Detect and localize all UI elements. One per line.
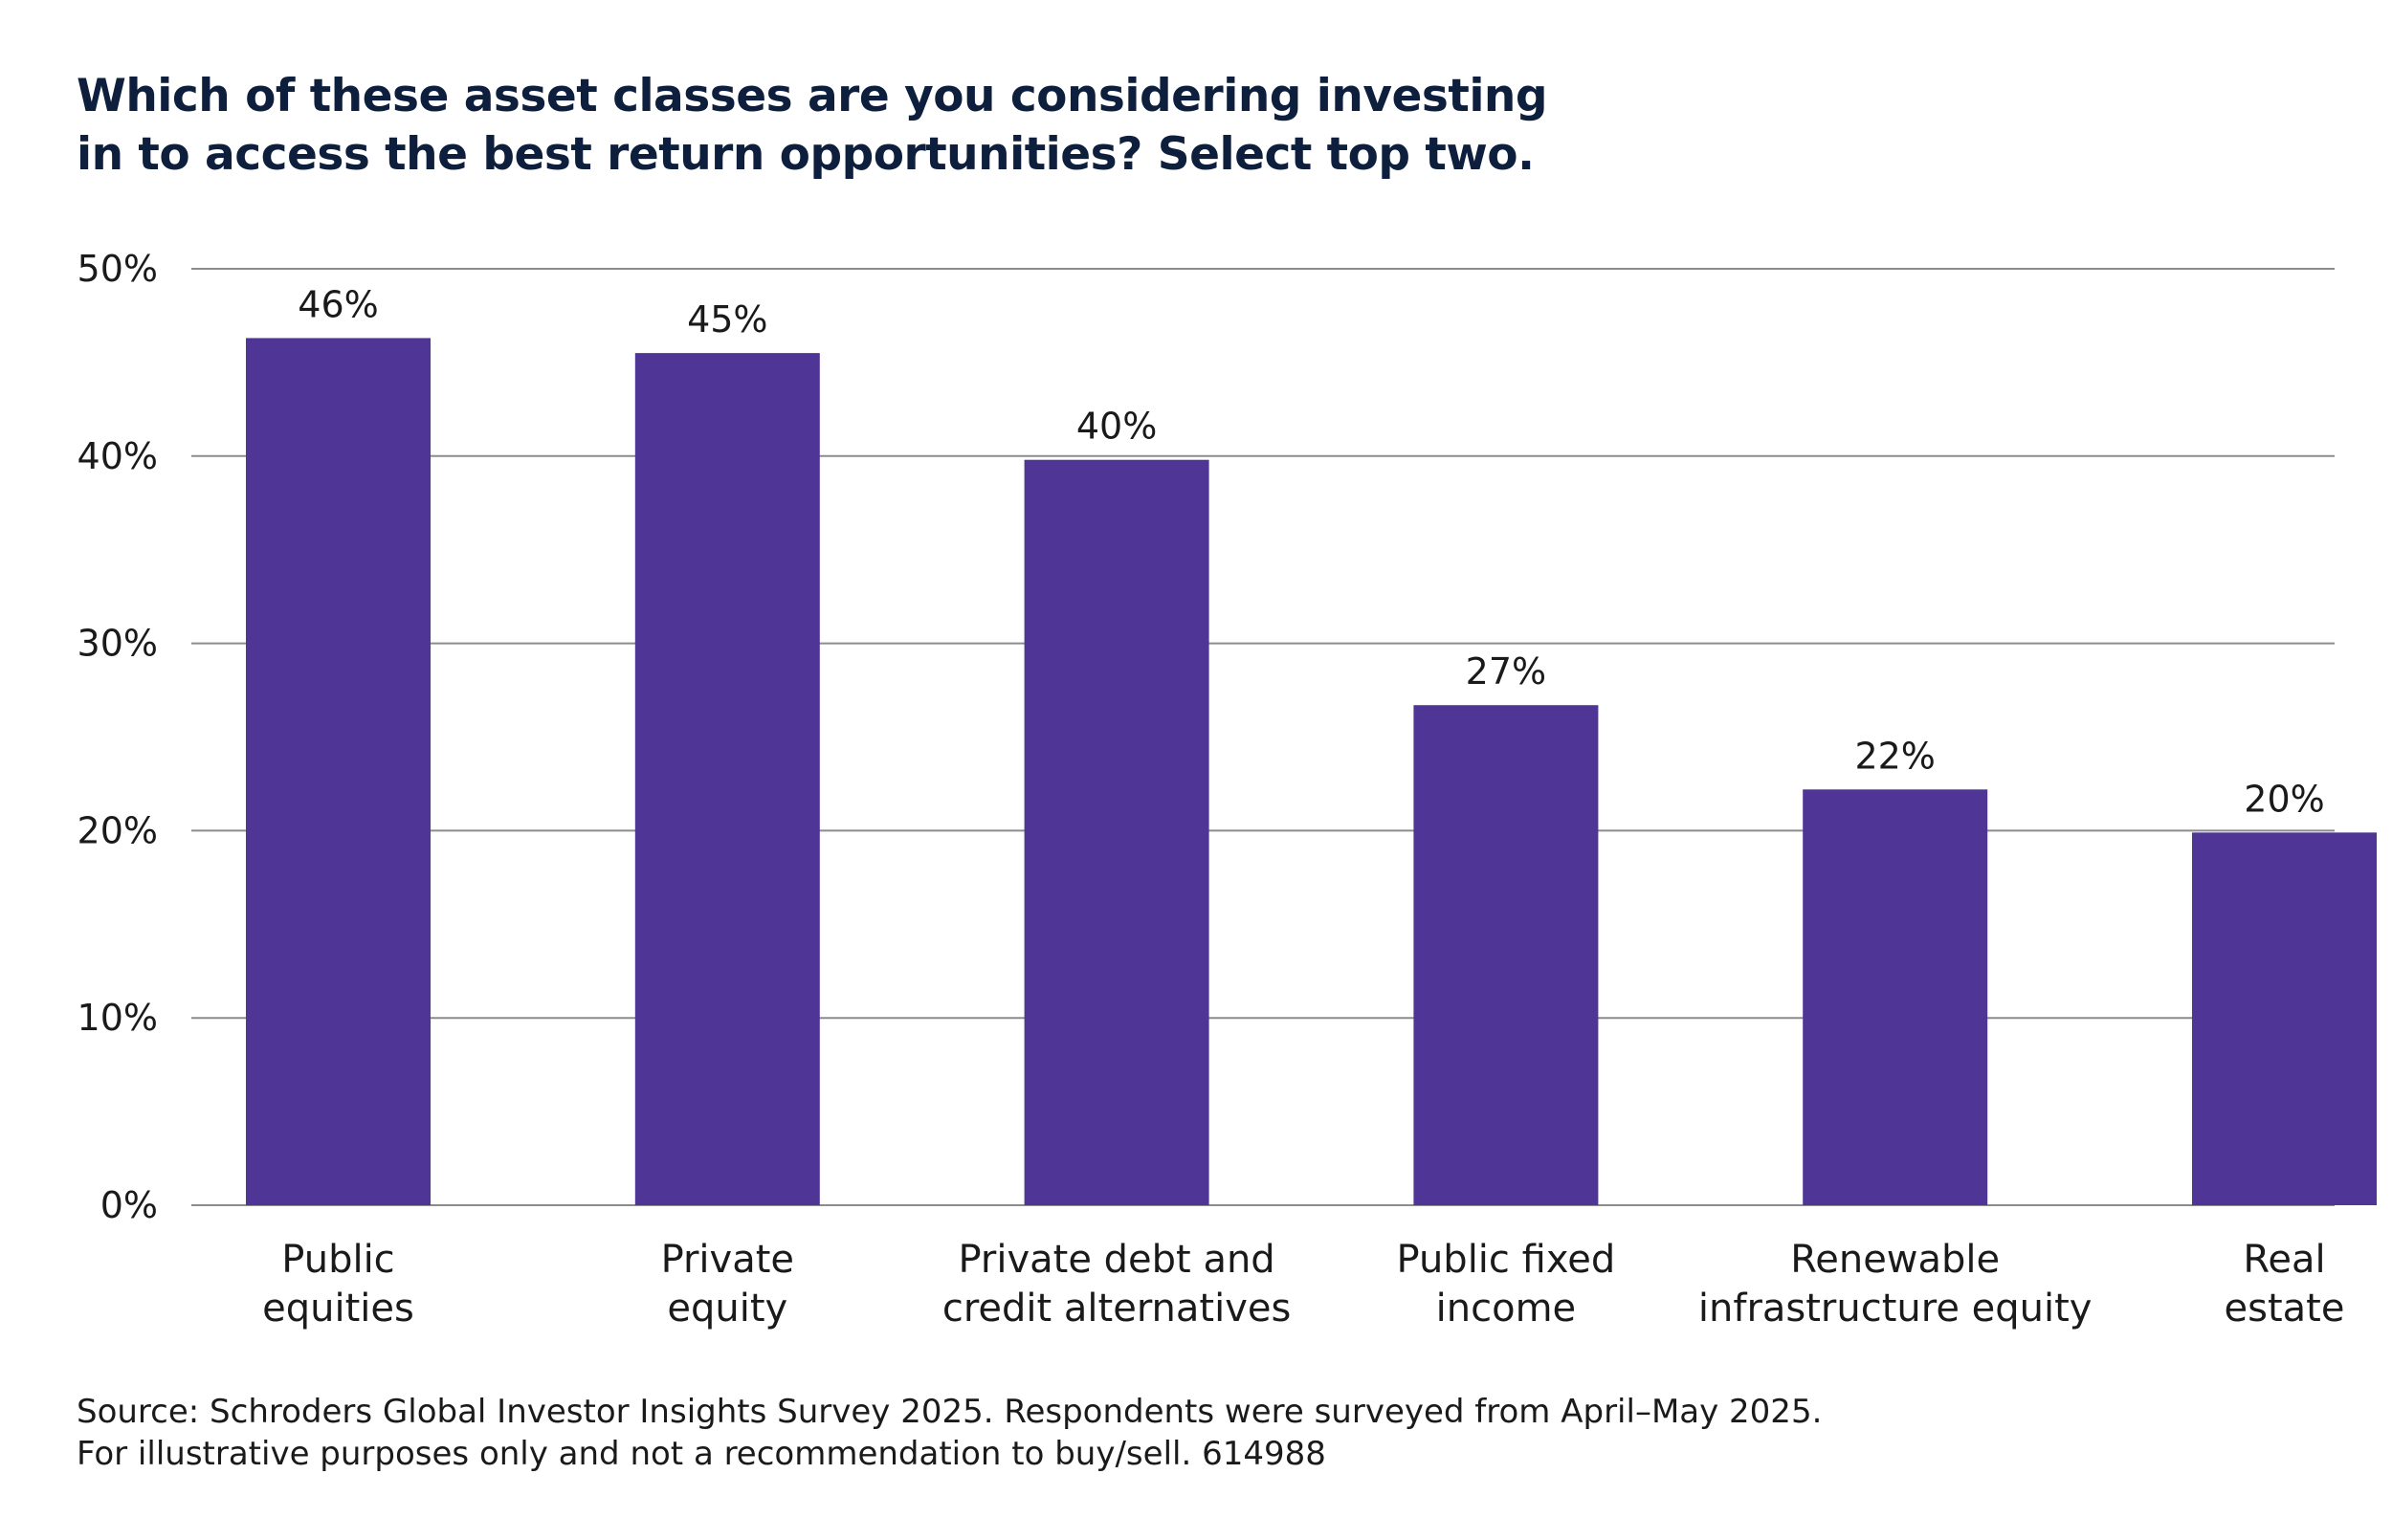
category-label: equity	[667, 1287, 787, 1331]
bar	[1024, 459, 1209, 1205]
gridlines	[191, 268, 2335, 1206]
category-label: income	[1436, 1287, 1577, 1331]
category-label: Public fixed	[1397, 1238, 1616, 1282]
category-label: Private	[661, 1238, 794, 1282]
source-note: Source: Schroders Global Investor Insigh…	[77, 1391, 2277, 1475]
value-label: 40%	[1076, 406, 1157, 448]
y-tick-label: 30%	[78, 623, 158, 665]
y-tick-label: 50%	[78, 248, 158, 290]
y-axis-ticks: 0% 10% 20% 30% 40% 50%	[78, 248, 158, 1226]
value-label: 27%	[1466, 650, 1546, 693]
value-labels: 46% 45% 40% 27% 22% 20%	[298, 283, 2324, 820]
source-line-2: For illustrative purposes only and not a…	[77, 1435, 1326, 1473]
category-label: estate	[2225, 1287, 2345, 1331]
chart-title: Which of these asset classes are you con…	[77, 67, 1703, 184]
category-label: Real	[2243, 1238, 2325, 1282]
value-label: 45%	[687, 298, 767, 341]
category-label: Private debt and	[958, 1238, 1274, 1282]
category-label: equities	[262, 1287, 414, 1331]
category-label: credit alternatives	[942, 1287, 1292, 1331]
category-label: Renewable	[1790, 1238, 2000, 1282]
y-tick-label: 10%	[78, 997, 158, 1039]
bar	[634, 353, 820, 1205]
value-label: 22%	[1854, 735, 1935, 777]
bars	[246, 338, 2377, 1205]
x-axis-categories: Public equities Private equity Private debt …	[262, 1238, 2344, 1331]
y-tick-label: 0%	[100, 1184, 158, 1226]
bar	[1413, 705, 1599, 1205]
bar	[246, 338, 431, 1205]
value-label: 46%	[298, 283, 378, 325]
value-label: 20%	[2244, 778, 2324, 820]
source-line-1: Source: Schroders Global Investor Insigh…	[77, 1393, 1823, 1431]
category-label: infrastructure equity	[1698, 1287, 2093, 1331]
chart-title-line-1: Which of these asset classes are you con…	[77, 70, 1548, 122]
bar	[1803, 789, 1988, 1205]
chart-title-line-2: in to access the best return opportuniti…	[77, 128, 1535, 181]
y-tick-label: 20%	[78, 809, 158, 851]
category-label: Public	[281, 1238, 394, 1282]
bar	[2192, 832, 2377, 1205]
y-tick-label: 40%	[78, 435, 158, 477]
